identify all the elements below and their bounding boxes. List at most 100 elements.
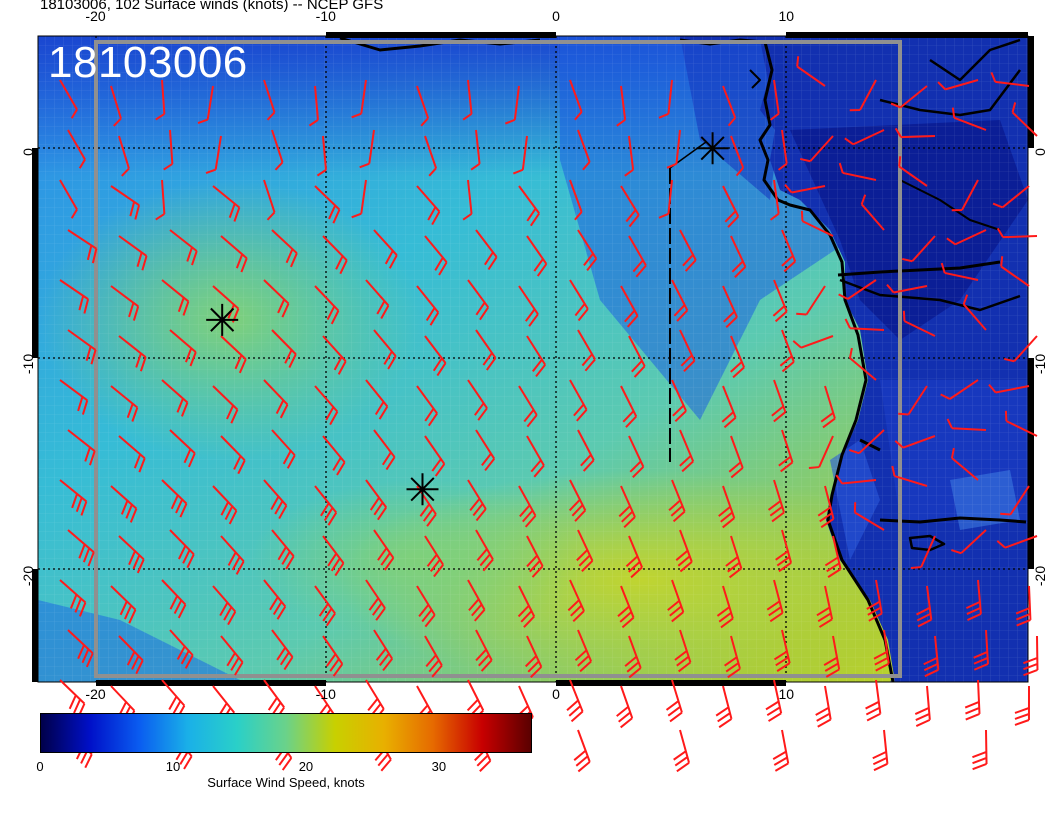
wind-barb: [416, 385, 438, 427]
wind-barb: [1011, 102, 1038, 137]
wind-barb: [771, 379, 787, 423]
wind-barb: [894, 127, 936, 139]
wind-barb: [916, 585, 933, 628]
wind-barb: [314, 385, 339, 426]
wind-barb: [462, 179, 473, 221]
wind-barb: [715, 685, 733, 729]
wind-barb: [620, 185, 640, 228]
top-lon-tick: 10: [778, 8, 795, 24]
wind-barb: [835, 474, 877, 485]
wind-barb: [569, 279, 589, 322]
wind-barb: [1003, 335, 1038, 363]
wind-barb: [962, 294, 987, 331]
wind-barb: [365, 279, 390, 320]
wind-barb: [373, 329, 397, 370]
wind-barb: [628, 435, 645, 478]
wind-barb: [110, 585, 137, 624]
wind-barb: [721, 385, 737, 429]
wind-barb: [860, 194, 885, 231]
wind-barb: [1023, 635, 1039, 677]
wind-barb: [118, 335, 147, 372]
wind-barb: [161, 679, 186, 720]
wind-barb: [67, 329, 97, 365]
wind-barb: [59, 79, 78, 119]
wind-barb: [518, 485, 537, 528]
wind-barb: [169, 429, 196, 468]
wind-barb: [730, 135, 745, 177]
wind-barb: [577, 129, 591, 171]
bottom-lon-tick: -10: [315, 686, 336, 702]
colorbar-tick: 0: [36, 759, 44, 774]
wind-barb: [110, 185, 141, 220]
wind-barb: [416, 185, 441, 226]
wind-barb: [220, 235, 248, 273]
wind-barb: [271, 329, 297, 369]
wind-barb: [512, 135, 528, 175]
wind-barb: [725, 535, 743, 579]
wind-barb: [110, 385, 139, 422]
wind-barb: [462, 79, 473, 121]
wind-barb: [220, 635, 244, 676]
wind-barb: [263, 79, 276, 121]
wind-barb: [314, 485, 338, 526]
wind-barb: [792, 335, 834, 349]
right-lat-tick: 0: [1032, 148, 1048, 157]
wind-barb: [308, 85, 319, 127]
wind-barb: [628, 335, 646, 378]
wind-barb: [205, 135, 222, 175]
wind-barb: [992, 185, 1030, 209]
wind-barb: [898, 156, 928, 187]
wind-barb: [568, 479, 587, 522]
wind-barb: [620, 385, 638, 428]
wind-barb: [865, 679, 882, 722]
wind-barb: [569, 379, 588, 422]
wind-barb: [996, 535, 1038, 549]
wind-barb: [624, 135, 635, 177]
wind-barb: [118, 435, 146, 473]
wind-barb: [823, 635, 841, 678]
wind-barb: [946, 418, 987, 431]
wind-barb: [940, 262, 979, 281]
wind-barb: [526, 335, 547, 378]
wind-barb: [467, 379, 488, 421]
wind-barb: [573, 729, 591, 773]
wind-barb: [671, 279, 689, 322]
wind-barb: [886, 283, 928, 294]
wind-barb: [475, 229, 498, 271]
wind-barb: [518, 185, 540, 227]
right-lat-tick: -20: [1032, 565, 1048, 587]
colorbar-tick: 30: [431, 759, 447, 774]
wind-barb: [475, 529, 494, 572]
wind-barb: [212, 585, 237, 626]
wind-barb: [373, 529, 395, 571]
wind-barb: [898, 385, 928, 416]
wind-barb: [679, 429, 695, 473]
wind-barb: [890, 85, 928, 109]
wind-barb: [59, 479, 88, 516]
wind-barb: [263, 279, 290, 318]
wind-barb: [616, 685, 634, 729]
wind-barb: [161, 379, 189, 417]
wind-barb: [781, 229, 797, 273]
wind-barb: [951, 107, 987, 131]
wind-barb: [951, 179, 979, 212]
wind-barb: [901, 235, 936, 263]
wind-barb: [628, 235, 647, 278]
wind-barb: [424, 635, 443, 678]
wind-barb: [526, 235, 548, 277]
wind-barb: [940, 379, 979, 400]
wind-barb: [577, 429, 595, 472]
wind-barb: [526, 435, 545, 478]
wind-barb: [351, 79, 367, 119]
wind-barb: [728, 435, 744, 479]
wind-barb: [169, 329, 197, 367]
bottom-lon-tick: -20: [85, 686, 106, 702]
wind-barb: [722, 85, 737, 127]
wind-barb: [467, 479, 487, 522]
wind-barb: [718, 485, 736, 529]
wind-barb: [212, 185, 241, 222]
date-stamp: 18103006: [48, 38, 248, 87]
wind-barb: [263, 379, 289, 419]
wind-barb: [815, 685, 832, 728]
wind-barb: [990, 71, 1030, 87]
